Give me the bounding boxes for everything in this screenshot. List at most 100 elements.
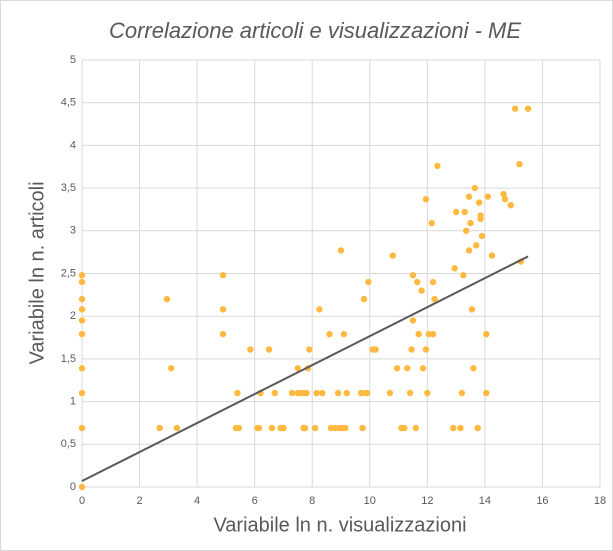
point	[168, 365, 175, 372]
point	[359, 424, 366, 432]
point	[465, 193, 473, 200]
point	[247, 346, 254, 353]
point	[483, 330, 490, 338]
trend-line	[81, 255, 529, 482]
point	[288, 389, 296, 397]
point	[337, 247, 345, 254]
point	[316, 306, 323, 313]
point	[78, 389, 86, 397]
point	[340, 330, 348, 338]
point	[219, 272, 227, 279]
point	[389, 252, 396, 259]
point	[474, 424, 481, 432]
y-tick-label: 4	[70, 139, 76, 151]
point	[78, 278, 86, 286]
point	[422, 196, 430, 203]
point	[365, 278, 372, 286]
point	[401, 424, 408, 432]
point	[342, 424, 349, 432]
y-tick-label: 2	[70, 310, 76, 322]
point	[156, 424, 163, 432]
point	[434, 162, 441, 170]
point	[360, 295, 368, 303]
point	[418, 287, 425, 294]
point	[173, 424, 181, 432]
x-tick-label: 16	[536, 495, 548, 507]
point	[403, 365, 411, 372]
point	[414, 278, 421, 286]
point	[363, 389, 371, 397]
point	[406, 389, 414, 397]
point	[470, 365, 477, 372]
point	[412, 424, 420, 432]
y-tick-label: 4,5	[61, 97, 76, 109]
point	[386, 389, 394, 397]
point	[461, 208, 468, 216]
point	[334, 389, 342, 397]
x-tick-label: 10	[364, 495, 376, 507]
point	[301, 424, 309, 432]
point	[422, 346, 430, 353]
y-tick-label: 1	[70, 396, 76, 408]
y-tick-label: 0,5	[61, 438, 76, 450]
point	[451, 265, 458, 272]
point	[501, 196, 509, 203]
point	[484, 193, 491, 200]
x-tick-label: 18	[594, 495, 606, 507]
y-tick-label: 3,5	[61, 182, 76, 194]
point	[424, 389, 431, 397]
point	[471, 184, 479, 192]
point	[280, 424, 287, 432]
point	[163, 295, 171, 303]
chart-title: Correlazione articoli e visualizzazioni …	[109, 18, 521, 43]
point	[409, 317, 417, 324]
point	[219, 306, 227, 313]
point	[468, 306, 476, 313]
point	[524, 105, 532, 112]
point	[473, 242, 480, 249]
point	[78, 306, 86, 313]
point	[372, 346, 379, 353]
point	[313, 389, 320, 397]
point	[428, 219, 435, 227]
y-tick-label: 1,5	[61, 353, 76, 365]
point	[516, 160, 523, 168]
point	[235, 424, 243, 432]
point	[488, 252, 496, 259]
point	[450, 424, 457, 432]
point	[78, 317, 86, 324]
point	[271, 389, 279, 397]
point	[78, 330, 86, 338]
point	[409, 272, 417, 279]
point	[467, 219, 474, 227]
y-tick-label: 0	[70, 481, 76, 493]
point	[460, 272, 467, 279]
point	[477, 215, 484, 223]
point	[265, 346, 273, 353]
x-tick-label: 0	[79, 495, 85, 507]
point	[78, 365, 86, 372]
point	[234, 389, 241, 397]
point	[415, 330, 422, 338]
point	[219, 330, 227, 338]
point	[458, 389, 466, 397]
point	[294, 365, 302, 372]
x-tick-label: 12	[421, 495, 433, 507]
point	[303, 389, 310, 397]
point	[507, 201, 514, 209]
point	[431, 295, 438, 303]
point	[457, 424, 464, 432]
point	[462, 227, 470, 234]
y-axis-title: Variabile ln n. articoli	[26, 181, 48, 364]
y-tick-label: 5	[70, 54, 76, 66]
x-tick-label: 2	[136, 495, 142, 507]
point	[511, 105, 519, 112]
x-tick-label: 8	[309, 495, 315, 507]
point	[452, 208, 460, 216]
point	[483, 389, 490, 397]
point	[319, 389, 326, 397]
point	[419, 365, 427, 372]
y-tick-label: 3	[70, 225, 76, 237]
